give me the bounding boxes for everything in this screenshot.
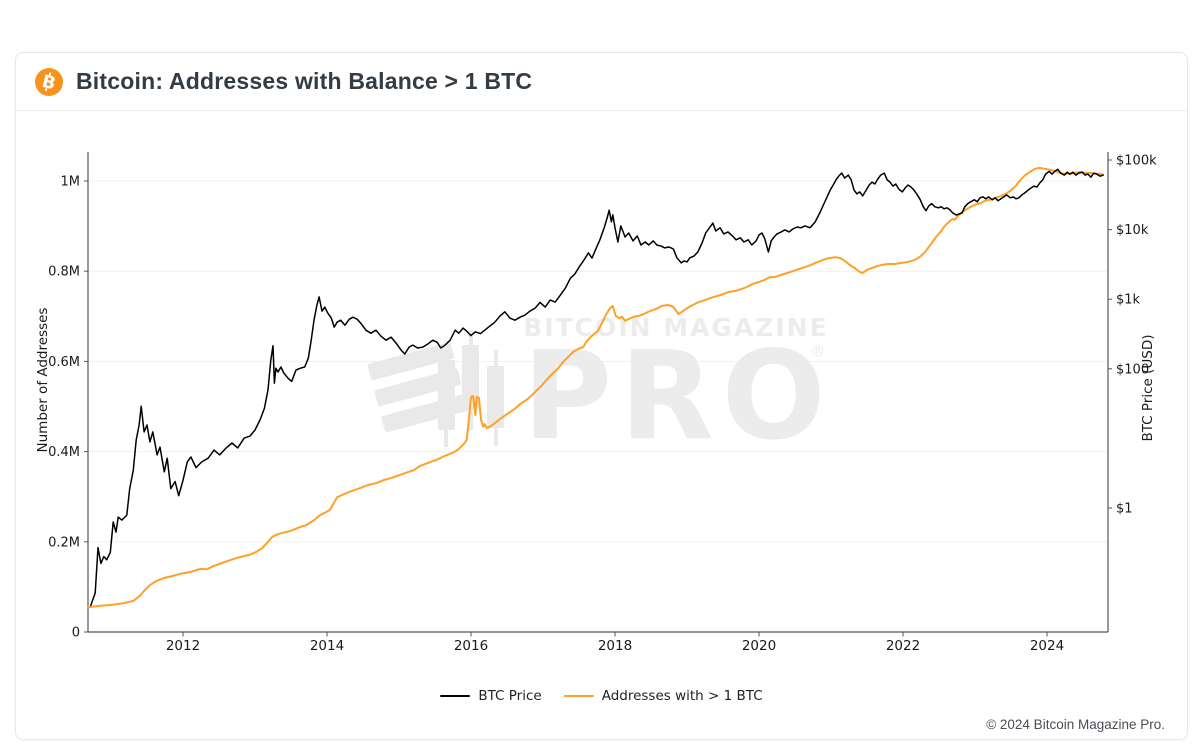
svg-text:2018: 2018 <box>598 638 632 654</box>
legend-label: Addresses with > 1 BTC <box>601 688 763 704</box>
page-title: Bitcoin: Addresses with Balance > 1 BTC <box>76 68 533 94</box>
axes <box>87 152 1109 633</box>
card-header: B Bitcoin: Addresses with Balance > 1 BT… <box>16 53 1187 111</box>
svg-text:0.4M: 0.4M <box>48 445 80 460</box>
bitcoin-icon: B <box>35 67 63 96</box>
registered-mark: ® <box>811 342 826 360</box>
svg-text:2012: 2012 <box>166 638 200 654</box>
legend-label: BTC Price <box>478 688 542 704</box>
svg-text:$100k: $100k <box>1116 154 1157 169</box>
svg-text:$1: $1 <box>1116 502 1133 517</box>
svg-text:0.8M: 0.8M <box>48 265 80 280</box>
svg-text:2022: 2022 <box>886 638 920 654</box>
svg-text:2020: 2020 <box>742 638 776 654</box>
bitcoin-magazine-pro-logo-icon <box>367 330 504 447</box>
legend-item-addresses[interactable]: Addresses with > 1 BTC <box>563 688 763 704</box>
watermark-line2: PRO <box>522 325 833 467</box>
svg-text:B: B <box>40 71 58 94</box>
right-axis-title: BTC Price (USD) <box>1140 334 1156 441</box>
svg-text:0: 0 <box>72 626 80 641</box>
svg-text:$1k: $1k <box>1116 293 1141 308</box>
svg-text:2016: 2016 <box>454 638 488 654</box>
chart-legend: BTC Price Addresses with > 1 BTC <box>16 685 1187 707</box>
copyright-text: © 2024 Bitcoin Magazine Pro. <box>986 717 1165 732</box>
svg-text:2014: 2014 <box>310 638 344 654</box>
left-axis-title: Number of Addresses <box>35 308 51 453</box>
watermark-line1: BITCOIN MAGAZINE <box>523 313 828 342</box>
btc-price-series-line <box>90 168 1104 607</box>
svg-text:0.6M: 0.6M <box>48 355 80 370</box>
addresses-line-swatch <box>563 695 594 697</box>
axis-ticks: 2012 2014 2016 2018 2020 2022 2024 0 0.2M 0.4M 0.6… <box>48 154 1157 655</box>
svg-text:2024: 2024 <box>1030 638 1064 654</box>
watermark: BITCOIN MAGAZINE PRO ® <box>367 313 833 467</box>
svg-text:$10k: $10k <box>1116 223 1149 238</box>
svg-text:1M: 1M <box>61 175 81 190</box>
legend-item-btc-price[interactable]: BTC Price <box>440 688 542 704</box>
svg-text:$100: $100 <box>1116 362 1149 377</box>
chart-card: B Bitcoin: Addresses with Balance > 1 BT… <box>15 52 1188 740</box>
gridlines <box>88 180 1108 543</box>
btc-price-line-swatch <box>440 695 471 697</box>
svg-text:0.2M: 0.2M <box>48 535 80 550</box>
